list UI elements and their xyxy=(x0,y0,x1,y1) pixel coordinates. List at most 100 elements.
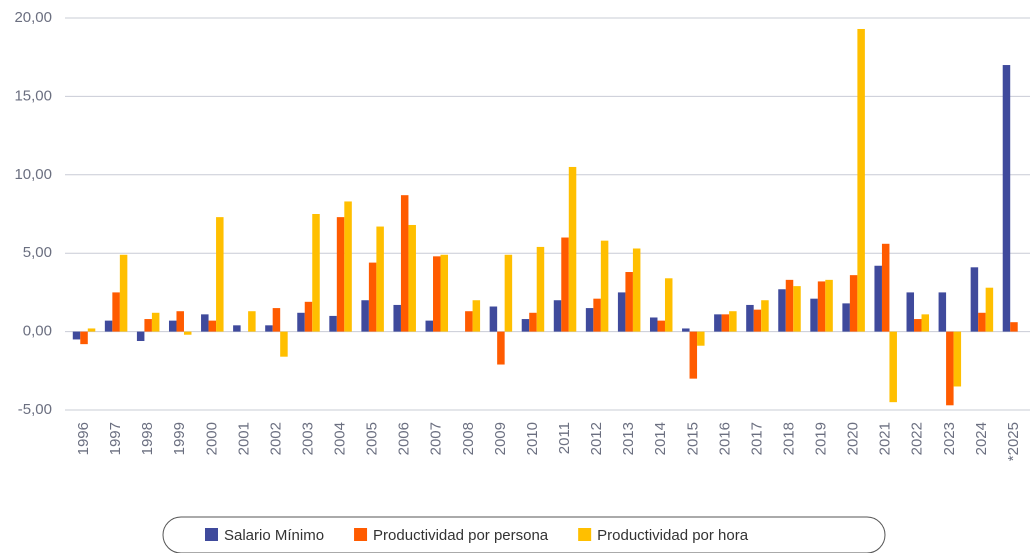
bar xyxy=(697,331,705,346)
bar xyxy=(793,286,801,332)
x-tick-label: 2009 xyxy=(492,422,509,455)
y-tick-label: 0,00 xyxy=(23,323,52,340)
bar xyxy=(465,311,473,332)
bar xyxy=(689,331,698,379)
legend-label: Salario Mínimo xyxy=(224,527,324,544)
bar xyxy=(168,320,177,332)
legend-swatch xyxy=(578,528,592,541)
bar xyxy=(785,279,794,332)
bar xyxy=(280,331,288,357)
bar xyxy=(849,275,858,332)
bar xyxy=(810,298,818,332)
y-tick-label: 10,00 xyxy=(14,166,52,183)
bar xyxy=(568,166,577,332)
bar xyxy=(657,320,665,332)
bar xyxy=(136,331,145,342)
bar xyxy=(914,319,922,332)
x-tick-label: 2007 xyxy=(428,422,445,455)
x-tick-label: 2019 xyxy=(813,422,830,455)
bar xyxy=(272,308,281,332)
legend-box xyxy=(162,516,886,553)
x-tick-label: 2002 xyxy=(267,422,284,455)
bar xyxy=(600,240,609,332)
bar xyxy=(87,328,96,332)
x-tick-label: 2001 xyxy=(235,422,252,455)
legend-swatch xyxy=(354,528,368,541)
x-tick-label: 1999 xyxy=(171,422,188,455)
bar xyxy=(593,298,601,332)
bar xyxy=(472,300,481,332)
x-tick-label: 2012 xyxy=(588,422,605,455)
bar xyxy=(825,279,833,332)
x-tick-label: 2013 xyxy=(620,422,637,455)
bar xyxy=(329,315,337,332)
bar xyxy=(778,289,786,332)
bar xyxy=(761,300,769,332)
bar xyxy=(521,319,530,332)
bar xyxy=(625,272,633,332)
bar xyxy=(553,300,562,332)
bar xyxy=(978,312,986,332)
bar xyxy=(336,217,345,332)
bar xyxy=(80,331,88,345)
x-tick-label: 2004 xyxy=(332,422,349,455)
bar xyxy=(233,325,241,332)
x-tick-label: 2020 xyxy=(845,422,862,455)
bar xyxy=(104,320,113,332)
bar xyxy=(248,311,256,332)
bar xyxy=(881,243,890,332)
bar xyxy=(208,320,217,332)
bar xyxy=(361,300,369,332)
bar xyxy=(176,311,184,332)
bar xyxy=(344,201,352,332)
bar xyxy=(393,304,401,332)
x-tick-label: 2017 xyxy=(748,422,765,455)
x-tick-label: *2025 xyxy=(1005,422,1022,461)
bar xyxy=(729,311,737,332)
x-tick-label: 1998 xyxy=(139,422,156,455)
y-tick-label: 20,00 xyxy=(14,9,52,26)
bar xyxy=(1010,322,1018,332)
bar xyxy=(946,331,954,406)
x-tick-label: 2018 xyxy=(780,422,797,455)
bar xyxy=(649,317,658,332)
bar xyxy=(408,224,416,332)
bar xyxy=(817,281,826,332)
bar xyxy=(938,292,947,332)
bar xyxy=(504,254,513,332)
bar xyxy=(585,308,594,332)
bar xyxy=(119,254,128,332)
x-tick-label: 2006 xyxy=(396,422,413,455)
bar xyxy=(857,28,865,332)
bar xyxy=(151,312,160,332)
x-tick-label: 2022 xyxy=(909,422,926,455)
bar xyxy=(183,331,192,335)
x-tick-label: 2014 xyxy=(652,422,669,455)
y-tick-label: 15,00 xyxy=(14,87,52,104)
bar xyxy=(753,309,762,332)
bar xyxy=(368,262,377,332)
bar xyxy=(265,325,273,332)
bar xyxy=(842,303,850,332)
bar xyxy=(746,304,754,332)
bar xyxy=(489,306,498,332)
x-tick-label: 2015 xyxy=(684,422,701,455)
bar xyxy=(216,217,224,332)
x-tick-label: 2021 xyxy=(877,422,894,455)
bar xyxy=(144,319,152,332)
bar xyxy=(425,320,434,332)
bar xyxy=(906,292,915,332)
legend: Salario Mínimo Productividad por persona P… xyxy=(205,527,749,544)
x-tick-label: 2005 xyxy=(364,422,381,455)
bar xyxy=(682,328,690,332)
bar xyxy=(304,301,313,332)
legend-label: Productividad por hora xyxy=(597,527,749,544)
bar xyxy=(889,331,897,403)
bar xyxy=(440,254,449,332)
legend-swatch xyxy=(205,528,218,541)
bar xyxy=(72,331,81,340)
x-tick-label: 2003 xyxy=(299,422,316,455)
bar xyxy=(617,292,626,332)
x-tick-label: 2008 xyxy=(460,422,477,455)
